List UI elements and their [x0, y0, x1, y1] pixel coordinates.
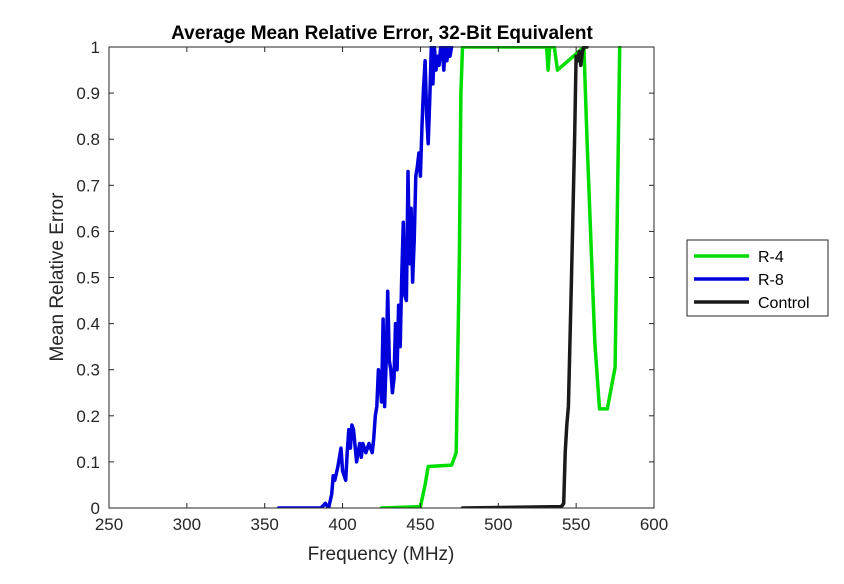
x-tick-label: 450 — [406, 515, 434, 534]
series-line-control — [460, 46, 589, 508]
y-tick-label: 0.3 — [76, 361, 100, 380]
x-tick-label: 550 — [562, 515, 590, 534]
y-tick-label: 0 — [91, 499, 100, 518]
y-tick-label: 0.8 — [76, 130, 100, 149]
plot-area — [109, 47, 654, 508]
legend-label: R-8 — [758, 272, 784, 289]
chart-title: Average Mean Relative Error, 32-Bit Equi… — [171, 23, 593, 44]
y-tick-label: 0.5 — [76, 269, 100, 288]
series-line-r-4 — [379, 46, 622, 508]
series-layer — [276, 46, 622, 508]
y-axis-title: Mean Relative Error — [47, 192, 68, 362]
y-tick-label: 0.9 — [76, 84, 100, 103]
y-axis: 0 0.1 0.2 0.3 0.4 0.5 0.6 0.7 0.8 0.9 1 — [76, 38, 654, 518]
x-tick-label: 600 — [640, 515, 668, 534]
y-tick-label: 1 — [91, 38, 100, 57]
y-tick-label: 0.4 — [76, 315, 100, 334]
y-tick-label: 0.6 — [76, 222, 100, 241]
y-tick-label: 0.1 — [76, 453, 100, 472]
legend-label: Control — [758, 295, 810, 312]
x-tick-label: 250 — [95, 515, 123, 534]
y-tick-label: 0.2 — [76, 407, 100, 426]
x-axis-title: Frequency (MHz) — [308, 544, 455, 565]
x-tick-label: 400 — [328, 515, 356, 534]
x-tick-label: 300 — [173, 515, 201, 534]
legend-label: R-4 — [758, 249, 784, 266]
legend-items: R-4 R-8 Control — [694, 249, 810, 312]
series-line-r-8 — [276, 46, 454, 508]
x-axis: 250 300 350 400 450 500 550 600 — [95, 47, 668, 534]
legend[interactable]: R-4 R-8 Control — [686, 239, 829, 317]
y-tick-label: 0.7 — [76, 176, 100, 195]
x-tick-label: 350 — [251, 515, 279, 534]
x-tick-label: 500 — [484, 515, 512, 534]
